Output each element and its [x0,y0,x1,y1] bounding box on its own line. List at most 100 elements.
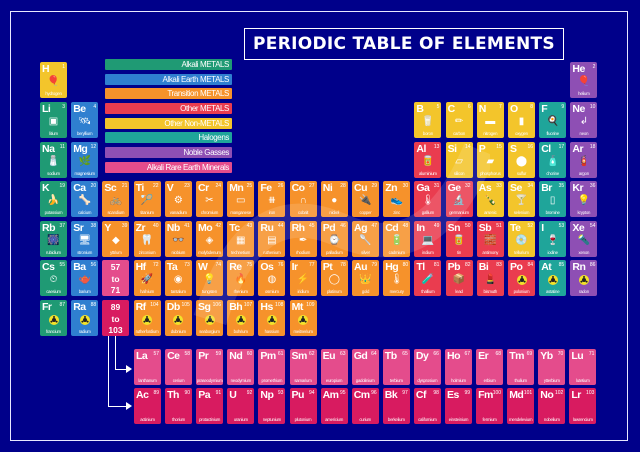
element-symbol: Be [73,103,86,115]
element-name: stronium [77,250,93,255]
element-name: americium [325,417,344,422]
element-name: bismuth [483,289,498,294]
element-name: tellurium [514,250,529,255]
element-symbol: Sb [478,222,492,234]
atomic-number: 3 [62,104,65,110]
range-line: to [111,313,120,324]
atomic-number: 103 [586,390,595,396]
thermometer-icon: 🌡 [421,195,435,206]
element-symbol: Md [509,389,524,401]
element-cell-gd: Gd 64 gadolinium [351,349,379,385]
element-symbol: At [541,261,552,273]
atomic-number: 5 [436,104,440,110]
brick-icon: 🧱 [484,235,497,246]
element-cell-li: Li 3 ▣ litium [40,102,67,138]
satellite-icon: 🛰 [78,116,92,127]
element-symbol: Pm [260,350,276,362]
element-cell-rh: Rh 45 ✒ rhodium [289,221,317,257]
element-symbol: Au [354,261,368,273]
element-cell-w: W 74 💡 tungsten [196,260,223,296]
element-symbol: Te [510,222,521,234]
box-icon: 📦 [452,274,466,285]
element-cell-ga: Ga 31 🌡 gallium [414,181,442,217]
jar-icon: ▯ [549,195,556,206]
element-name: tantalum [170,289,186,294]
element-cell-bh: Bh 107 bohrium [227,300,255,336]
atomic-number: 90 [184,390,191,396]
atomic-number: 12 [90,144,97,150]
laptop-icon: 💻 [421,235,435,246]
tag-icon: ◈ [205,235,214,246]
radiation-icon [204,315,215,328]
element-symbol: Cr [198,182,209,194]
atomic-number: 32 [465,183,471,189]
element-name: selenium [513,210,530,215]
atomic-number: 23 [184,183,190,189]
element-symbol: Zn [385,182,398,194]
element-symbol: Es [447,389,459,401]
element-name: polonium [513,289,530,294]
element-cell-zn: Zn 30 👟 zinc [383,181,411,217]
camera-lens-icon: ◉ [173,274,183,285]
element-name: chromium [200,210,219,215]
atomic-number: 69 [526,351,533,357]
element-name: krypton [577,210,591,215]
bottle-icon: 🍾 [484,195,497,206]
element-symbol: La [136,350,148,362]
atomic-number: 99 [464,390,470,396]
element-symbol: Hs [260,301,273,313]
element-cell-sn: Sn 50 🥫 tin [445,221,473,257]
element-cell-es: Es 99 einsteinium [445,388,472,424]
element-name: dubnium [170,329,186,334]
element-cell-s: S 16 ⬤ sulfur [508,142,535,178]
element-symbol: Ne [572,103,585,115]
element-symbol: Cs [42,261,55,273]
element-name: bromine [545,210,560,215]
element-symbol: Ce [167,350,180,362]
atomic-number: 2 [592,64,596,70]
banana-icon: 🍌 [47,195,60,206]
element-cell-hg: Hg 80 🌡 mercury [383,260,411,296]
element-cell-yb: Yb 70 ytterbium [538,349,566,385]
lipstick-icon: 💄 [484,274,497,285]
atomic-number: 63 [340,351,346,357]
element-symbol: Th [167,389,179,401]
lanthanide-connector-line [115,336,128,370]
atomic-number: 84 [527,262,533,268]
element-name: molybdenum [198,250,221,255]
element-symbol: Rn [572,261,586,273]
element-name: rhenium [233,289,248,294]
element-cell-eu: Eu 63 europium [320,349,348,385]
element-name: caesium [46,289,61,294]
element-name: platinum [326,289,342,294]
element-cell-tl: Tl 81 🧪 thallium [414,260,442,296]
element-symbol: Hg [385,261,399,273]
atomic-number: 85 [558,262,565,268]
atomic-number: 27 [309,183,315,189]
element-symbol: Lu [571,350,584,362]
chip-icon: ▱ [455,156,463,167]
element-symbol: V [166,182,174,194]
element-name: uranium [233,417,248,422]
title-box: PERIODIC TABLE OF ELEMENTS [244,28,564,60]
element-symbol: Nd [229,350,243,362]
element-cell-db: Db 105 dubnium [164,300,192,336]
flashlight-icon: 🔦 [577,235,591,246]
spray-bottle-icon: 🧴 [546,156,559,167]
element-cell-os: Os 76 ◍ osmium [258,260,286,296]
element-cell-pm: Pm 61 promethium [258,349,286,385]
element-symbol: Xe [572,222,585,234]
element-cell-o: O 8 ▮ oxygen [508,102,535,138]
element-name: barium [78,289,91,294]
neon-sign-icon: ↲ [579,116,589,127]
element-cell-ne: Ne 10 ↲ neon [570,102,598,138]
element-name: manganese [230,210,252,215]
element-name: rutherfordium [135,329,159,334]
element-symbol: Tm [509,350,524,362]
atomic-number: 51 [496,223,502,229]
element-cell-am: Am 95 americium [320,388,348,424]
atomic-number: 100 [492,390,502,396]
atomic-number: 35 [558,183,565,189]
element-name: zinc [393,210,401,215]
atomic-number: 55 [59,262,65,268]
